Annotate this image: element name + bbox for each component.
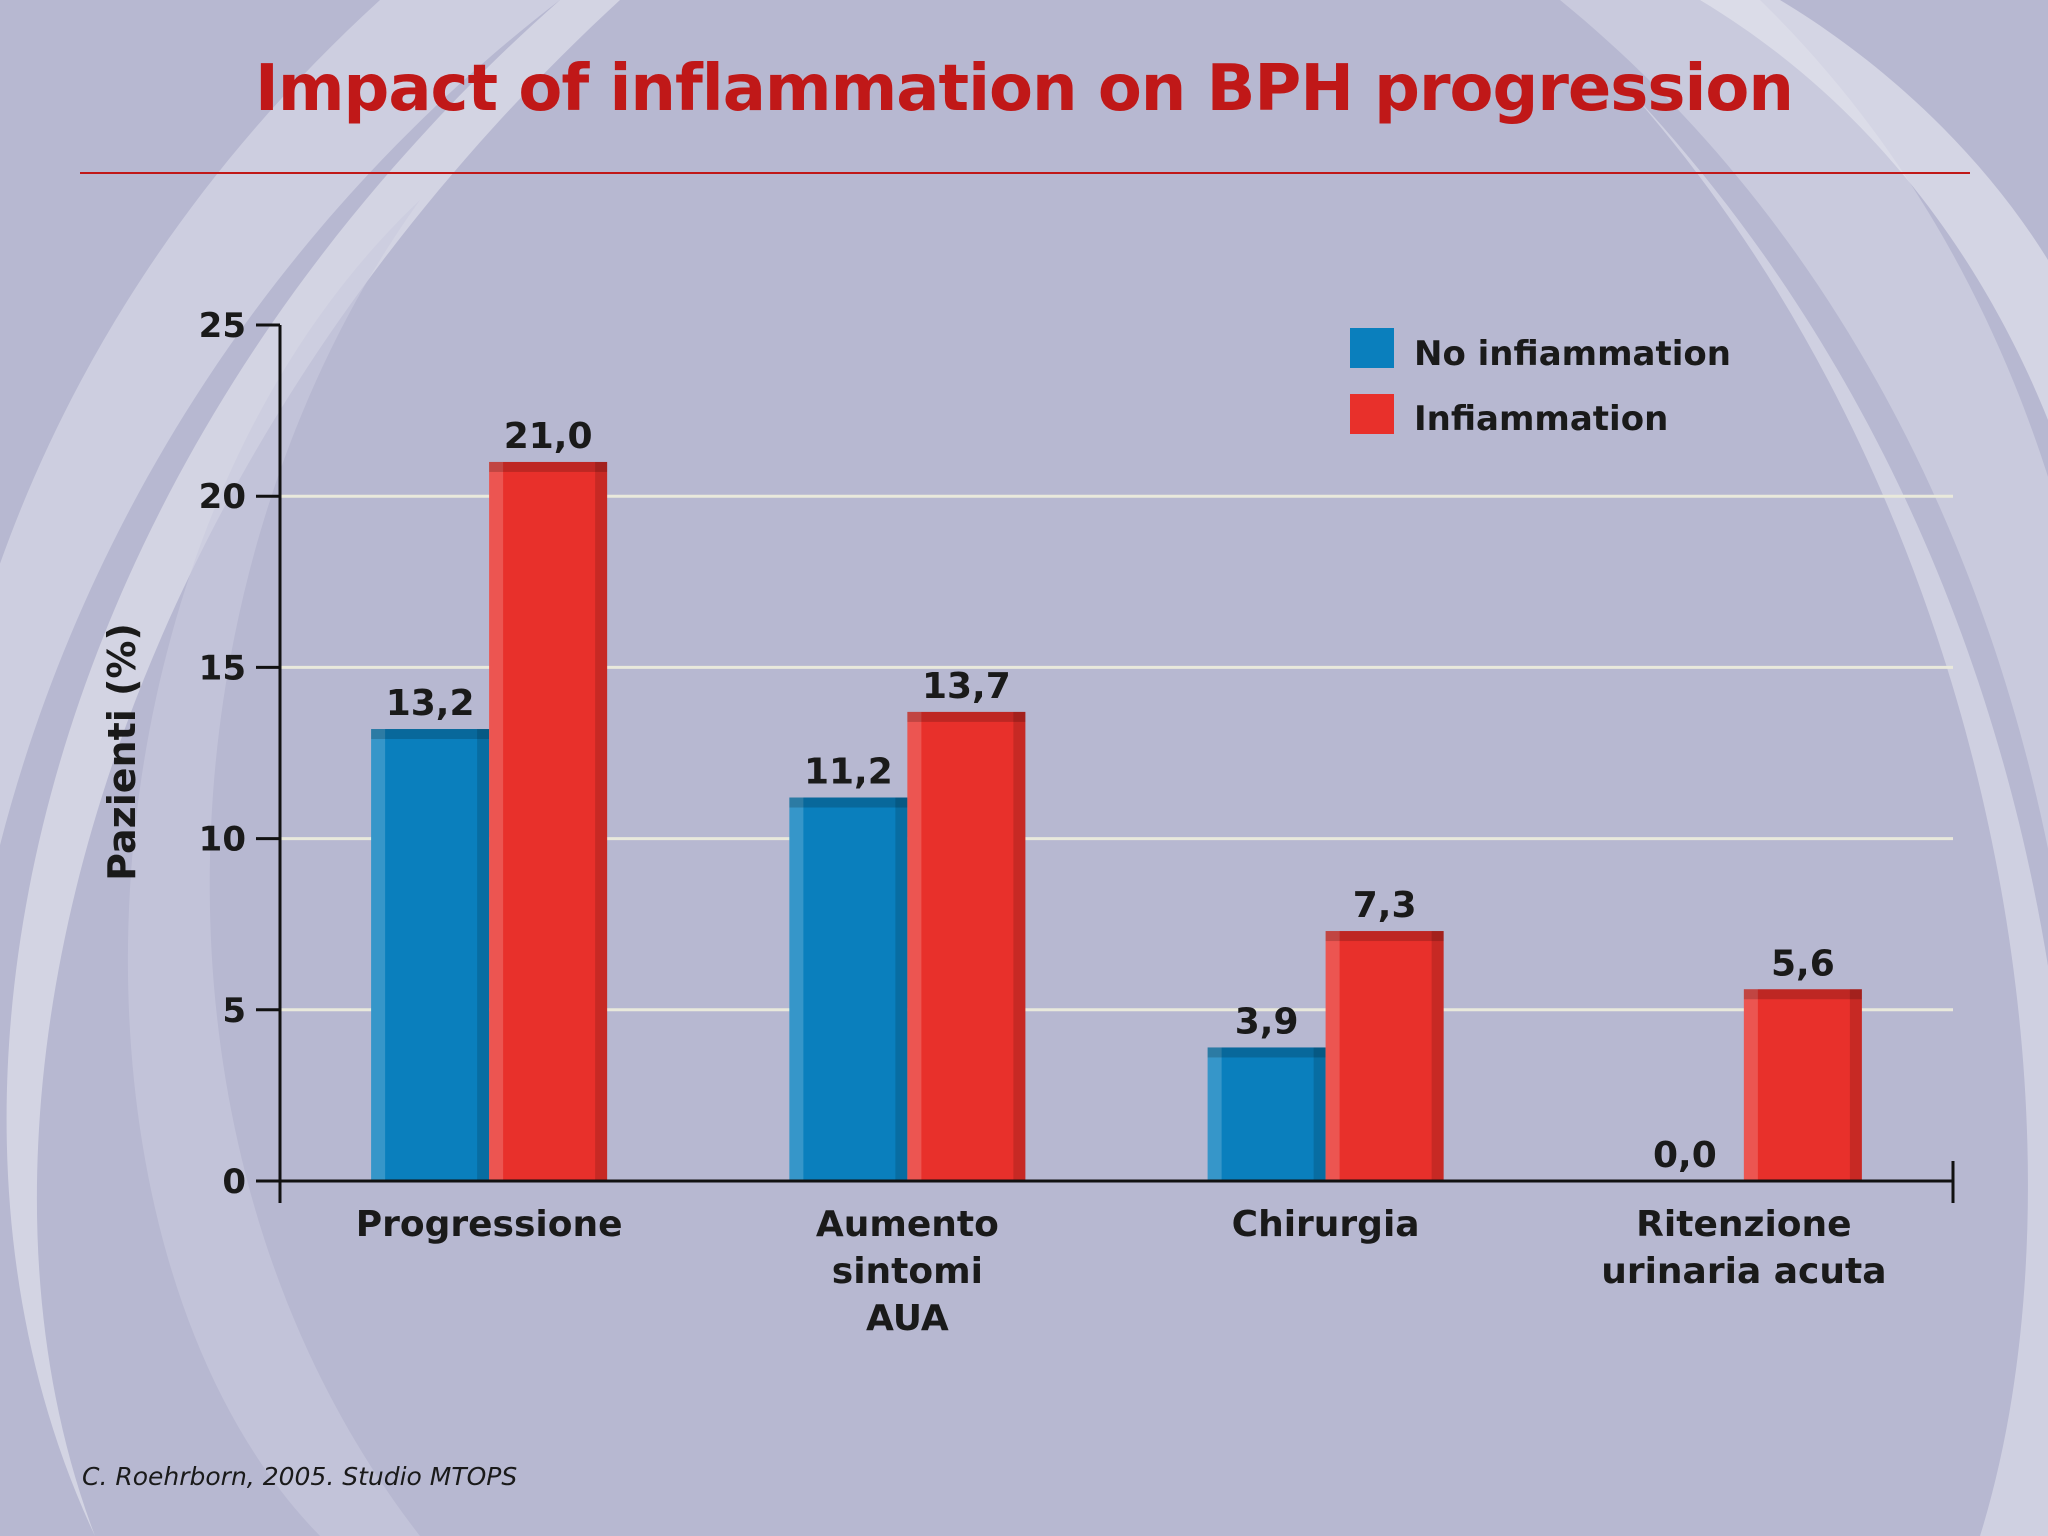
bar-highlight bbox=[789, 797, 804, 1181]
bar-shade bbox=[1849, 989, 1862, 1181]
y-axis-title: Pazienti (%) bbox=[100, 623, 144, 881]
bar-highlight bbox=[489, 461, 504, 1182]
bar-shade bbox=[1431, 931, 1444, 1181]
y-tick-label: 25 bbox=[199, 306, 246, 346]
bar-cap bbox=[907, 711, 1026, 722]
x-category-label: Progressione bbox=[356, 1204, 623, 1245]
bar-highlight bbox=[1743, 989, 1758, 1181]
bar-shade bbox=[1313, 1047, 1326, 1181]
y-tick-label: 20 bbox=[199, 477, 246, 517]
data-label: 21,0 bbox=[504, 416, 593, 457]
bar-cap bbox=[371, 729, 490, 740]
bar bbox=[1207, 1047, 1326, 1181]
bar bbox=[907, 711, 1026, 1181]
legend-label-no-inflammation: No infiammation bbox=[1414, 334, 1731, 374]
bar-cap bbox=[1325, 931, 1444, 942]
axes bbox=[256, 323, 1955, 1203]
bar bbox=[371, 729, 490, 1181]
bar-highlight bbox=[371, 729, 386, 1181]
data-label: 13,2 bbox=[386, 683, 475, 724]
data-label: 3,9 bbox=[1235, 1001, 1299, 1042]
x-category-label: Aumento bbox=[816, 1204, 999, 1245]
bar-shade bbox=[1013, 711, 1026, 1181]
data-label: 13,7 bbox=[922, 666, 1011, 707]
x-category-label: Ritenzione bbox=[1636, 1204, 1851, 1245]
bar-shade bbox=[477, 729, 490, 1181]
bar-shade bbox=[895, 797, 908, 1181]
bar-cap bbox=[1743, 989, 1862, 1000]
source-citation: C. Roehrborn, 2005. Studio MTOPS bbox=[82, 1462, 518, 1491]
legend-swatch-inflammation bbox=[1350, 394, 1394, 434]
slide-title: Impact of inflammation on BPH progressio… bbox=[255, 52, 1794, 126]
y-tick-label: 15 bbox=[199, 648, 246, 688]
legend-label-inflammation: Infiammation bbox=[1414, 399, 1668, 439]
x-category-label: sintomi bbox=[832, 1251, 983, 1292]
data-label: 11,2 bbox=[804, 752, 893, 793]
x-category-label: Chirurgia bbox=[1232, 1204, 1420, 1245]
bar bbox=[489, 461, 608, 1182]
data-label: 0,0 bbox=[1653, 1135, 1717, 1176]
legend-swatch-no-inflammation bbox=[1350, 328, 1394, 368]
bar bbox=[789, 797, 908, 1181]
bars bbox=[371, 461, 1862, 1182]
data-label: 5,6 bbox=[1771, 943, 1835, 984]
x-category-label: urinaria acuta bbox=[1601, 1251, 1886, 1292]
bar-highlight bbox=[1207, 1047, 1222, 1181]
bar bbox=[1325, 931, 1444, 1181]
bar-highlight bbox=[907, 711, 922, 1181]
title-divider bbox=[80, 172, 1970, 174]
bar-cap bbox=[789, 797, 908, 808]
bar-cap bbox=[1207, 1047, 1326, 1058]
labels: 0 5 10 15 20 25 13,2 11,2 3,9 0,0 21,0 13,7 7,3 5,6 Pr… bbox=[199, 306, 1887, 1339]
legend: No infiammation Infiammation bbox=[1350, 328, 1731, 439]
bar-cap bbox=[489, 461, 608, 472]
data-label: 7,3 bbox=[1353, 885, 1417, 926]
y-tick-label: 5 bbox=[222, 991, 246, 1031]
y-tick-label: 10 bbox=[199, 820, 246, 860]
x-category-label: AUA bbox=[866, 1298, 949, 1339]
bar-chart: 0 5 10 15 20 25 13,2 11,2 3,9 0,0 21,0 13,7 7,3 5,6 Pr… bbox=[100, 306, 1955, 1339]
bar bbox=[1743, 989, 1862, 1181]
bar-shade bbox=[595, 461, 608, 1182]
y-tick-label: 0 bbox=[222, 1162, 246, 1202]
bar-highlight bbox=[1325, 931, 1340, 1181]
